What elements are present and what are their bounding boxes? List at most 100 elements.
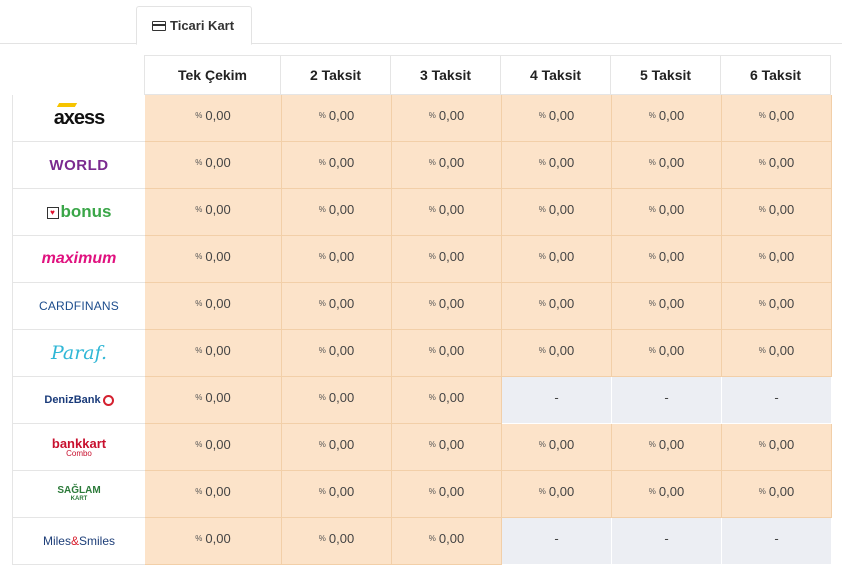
rate-value: 0,00 — [205, 342, 231, 358]
rate-value: 0,00 — [548, 248, 575, 264]
bank-logo-cell: DenizBank — [12, 377, 145, 424]
percent-sign: % — [758, 157, 766, 167]
rate-cell: % 0,00 — [145, 377, 282, 424]
rate-cell: % 0,00 — [502, 95, 612, 142]
rate-cell: % 0,00 — [282, 189, 392, 236]
rate-value: 0,00 — [548, 201, 575, 217]
rate-value: 0,00 — [438, 107, 465, 123]
rate-value: 0,00 — [205, 154, 231, 170]
percent-sign: % — [428, 157, 436, 167]
bank-logo-cell: Paraf. — [12, 330, 145, 377]
rate-value: 0,00 — [548, 436, 575, 452]
rate-value: 0,00 — [658, 201, 685, 217]
percent-sign: % — [428, 533, 436, 543]
rate-cell: % 0,00 — [392, 424, 502, 471]
rate-value: 0,00 — [438, 389, 465, 405]
percent-sign: % — [538, 251, 546, 261]
rate-cell: - — [612, 377, 722, 424]
rate-value: 0,00 — [328, 530, 355, 546]
rate-cell: % 0,00 — [145, 189, 282, 236]
rate-value: 0,00 — [768, 436, 795, 452]
logo-text: DenizBank — [44, 394, 101, 406]
rate-cell: % 0,00 — [145, 95, 282, 142]
table-row: WORLD% 0,00% 0,00% 0,00% 0,00% 0,00% 0,00 — [12, 142, 832, 189]
rate-cell: % 0,00 — [392, 142, 502, 189]
percent-sign: % — [195, 392, 203, 402]
rate-cell: - — [612, 518, 722, 565]
ship-wheel-icon — [102, 394, 114, 406]
rate-cell: % 0,00 — [282, 330, 392, 377]
rate-cell: % 0,00 — [612, 236, 722, 283]
rate-cell: % 0,00 — [722, 283, 832, 330]
rate-value: 0,00 — [548, 107, 575, 123]
bank-logo-bonus: ♥ bonus — [46, 202, 112, 222]
rate-cell: % 0,00 — [612, 330, 722, 377]
column-header: 4 Taksit — [501, 55, 611, 95]
percent-sign: % — [648, 298, 656, 308]
rate-cell: % 0,00 — [392, 95, 502, 142]
rate-cell: % 0,00 — [282, 236, 392, 283]
percent-sign: % — [758, 439, 766, 449]
rate-value: 0,00 — [328, 436, 355, 452]
bank-logo-maximum: maximum — [41, 250, 117, 267]
percent-sign: % — [195, 298, 203, 308]
rate-cell: - — [722, 518, 832, 565]
rate-cell: % 0,00 — [612, 283, 722, 330]
credit-card-icon — [152, 20, 166, 31]
rate-cell: % 0,00 — [282, 142, 392, 189]
percent-sign: % — [195, 345, 203, 355]
rate-value: 0,00 — [438, 154, 465, 170]
table-header: Tek Çekim 2 Taksit 3 Taksit 4 Taksit 5 T… — [144, 55, 831, 95]
percent-sign: % — [648, 157, 656, 167]
rate-cell: % 0,00 — [392, 330, 502, 377]
percent-sign: % — [195, 110, 203, 120]
bank-logo-cell: axess — [12, 95, 145, 142]
rate-value: 0,00 — [548, 154, 575, 170]
rate-cell: % 0,00 — [722, 330, 832, 377]
percent-sign: % — [195, 157, 203, 167]
rate-cell: % 0,00 — [392, 471, 502, 518]
percent-sign: % — [318, 110, 326, 120]
rate-value: 0,00 — [658, 483, 685, 499]
percent-sign: % — [318, 392, 326, 402]
tab-bar: Ticari Kart — [0, 0, 842, 45]
rate-value: 0,00 — [205, 530, 231, 546]
percent-sign: % — [318, 533, 326, 543]
rate-cell: % 0,00 — [612, 142, 722, 189]
heart-icon: ♥ — [46, 207, 59, 219]
percent-sign: % — [648, 345, 656, 355]
bank-logo-cell: ♥ bonus — [12, 189, 145, 236]
percent-sign: % — [428, 486, 436, 496]
rate-value: 0,00 — [548, 342, 575, 358]
tab-ticari-kart[interactable]: Ticari Kart — [136, 6, 252, 45]
bank-logo-cell: SAĞLAM KART — [12, 471, 145, 518]
percent-sign: % — [318, 345, 326, 355]
logo-text: axess — [53, 106, 106, 129]
rate-cell: % 0,00 — [145, 471, 282, 518]
rate-cell: % 0,00 — [282, 518, 392, 565]
percent-sign: % — [648, 486, 656, 496]
table-row: SAĞLAM KART% 0,00% 0,00% 0,00% 0,00% 0,00% 0,00 — [12, 471, 832, 518]
table-row: bankkart Combo% 0,00% 0,00% 0,00% 0,00% 0,00% 0… — [12, 424, 832, 471]
rate-cell: % 0,00 — [145, 330, 282, 377]
percent-sign: % — [758, 110, 766, 120]
logo-text: bankkart — [51, 435, 107, 451]
percent-sign: % — [648, 110, 656, 120]
rate-value: 0,00 — [768, 248, 795, 264]
percent-sign: % — [648, 251, 656, 261]
bank-logo-cell: Miles&Smiles — [12, 518, 145, 565]
logo-text: SAĞLAM — [57, 485, 101, 496]
rate-value: 0,00 — [328, 389, 355, 405]
percent-sign: % — [538, 298, 546, 308]
rate-cell: % 0,00 — [612, 189, 722, 236]
rate-cell: % 0,00 — [612, 95, 722, 142]
rate-cell: % 0,00 — [722, 95, 832, 142]
column-header: 5 Taksit — [611, 55, 721, 95]
bank-logo-cell: WORLD — [12, 142, 145, 189]
rate-cell: % 0,00 — [145, 283, 282, 330]
bank-logo-cardfinans: CARDFINANS — [38, 299, 119, 313]
table-row: CARDFINANS% 0,00% 0,00% 0,00% 0,00% 0,00% 0,00 — [12, 283, 832, 330]
percent-sign: % — [538, 110, 546, 120]
percent-sign: % — [318, 298, 326, 308]
rate-cell: % 0,00 — [282, 95, 392, 142]
